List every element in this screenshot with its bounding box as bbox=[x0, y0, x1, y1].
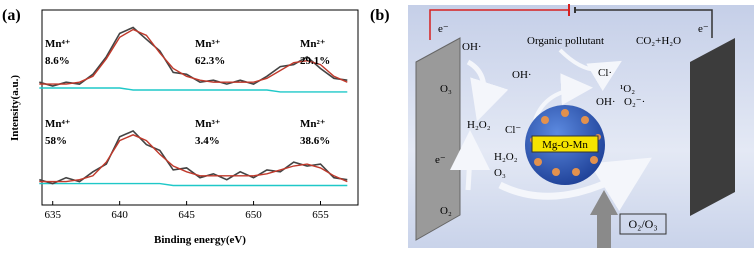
label: Cl⁻ bbox=[505, 124, 521, 136]
dot bbox=[561, 109, 569, 117]
y-axis-label: Intensity(a.u.) bbox=[9, 75, 21, 141]
x-tick-label: 645 bbox=[178, 209, 195, 221]
annotation: 62.3% bbox=[195, 55, 225, 67]
label: e⁻ bbox=[435, 154, 446, 166]
x-tick-label: 640 bbox=[111, 209, 128, 221]
plot-frame bbox=[41, 9, 359, 206]
panel-label: (a) bbox=[2, 7, 21, 24]
series-line bbox=[39, 28, 348, 85]
label: OH· bbox=[596, 96, 616, 108]
dot bbox=[541, 116, 549, 124]
arrow bbox=[498, 157, 652, 211]
feed-box bbox=[619, 213, 667, 235]
label: Cl· bbox=[598, 67, 612, 79]
dot bbox=[590, 156, 598, 164]
dot bbox=[534, 158, 542, 166]
arrow bbox=[449, 130, 490, 191]
panel-label: (b) bbox=[370, 7, 390, 24]
x-tick-label: 635 bbox=[44, 209, 61, 221]
wire bbox=[429, 9, 568, 40]
annotation: Mn³⁺ bbox=[195, 38, 221, 50]
label: CO₂+H₂O bbox=[636, 35, 681, 47]
electrode bbox=[415, 37, 461, 241]
label: OH· bbox=[462, 41, 482, 53]
x-tick-label: 655 bbox=[312, 209, 329, 221]
label: H₂O₂ bbox=[494, 151, 518, 163]
arrow bbox=[590, 190, 618, 248]
annotation: 29.1% bbox=[300, 55, 330, 67]
label: ¹O₂ bbox=[620, 83, 635, 95]
label: O₂/O₃ bbox=[628, 217, 657, 231]
label: Mg-O-Mn bbox=[542, 139, 588, 151]
label: e⁻ bbox=[698, 23, 709, 35]
catalyst-label-box bbox=[531, 135, 599, 153]
x-axis-label: Binding energy(eV) bbox=[154, 234, 246, 246]
series-line bbox=[39, 134, 348, 183]
label: O₃ bbox=[440, 83, 452, 95]
label: e⁻ bbox=[438, 23, 449, 35]
label: H₂O₂ bbox=[467, 119, 491, 131]
annotation: Mn⁴⁺ bbox=[45, 38, 71, 50]
series-line bbox=[39, 87, 348, 93]
annotation: 38.6% bbox=[300, 135, 330, 147]
wire bbox=[575, 9, 713, 38]
dot bbox=[581, 116, 589, 124]
series-line bbox=[39, 182, 348, 187]
arrow bbox=[533, 73, 593, 121]
plot: 635 640 645 650 655 Mn⁴⁺ 8.6% Mn³⁺ 62.3% Mn²⁺ 29.1… bbox=[39, 26, 348, 221]
label: Organic pollutant bbox=[527, 35, 604, 47]
annotation: Mn⁴⁺ bbox=[45, 118, 71, 130]
x-tick-label: 650 bbox=[245, 209, 262, 221]
arrow bbox=[466, 59, 509, 122]
annotation: 3.4% bbox=[195, 135, 220, 147]
dot bbox=[572, 168, 580, 176]
series-line bbox=[39, 129, 348, 185]
label: O₂ bbox=[440, 205, 452, 217]
annotation: 8.6% bbox=[45, 55, 70, 67]
arrow bbox=[558, 48, 622, 92]
label: O₃ bbox=[494, 167, 506, 179]
diagram-labels: e⁻ e⁻ OH· O₃ H₂O₂ e⁻ O₂ Organic pollutan… bbox=[435, 23, 709, 231]
label: OH· bbox=[512, 69, 532, 81]
dot bbox=[552, 168, 560, 176]
annotation: Mn²⁺ bbox=[300, 38, 326, 50]
electrode bbox=[690, 38, 735, 216]
annotation: Mn³⁺ bbox=[195, 118, 221, 130]
label: O₂⁻· bbox=[624, 96, 645, 108]
annotation: Mn²⁺ bbox=[300, 118, 326, 130]
annotation: 58% bbox=[45, 135, 67, 147]
